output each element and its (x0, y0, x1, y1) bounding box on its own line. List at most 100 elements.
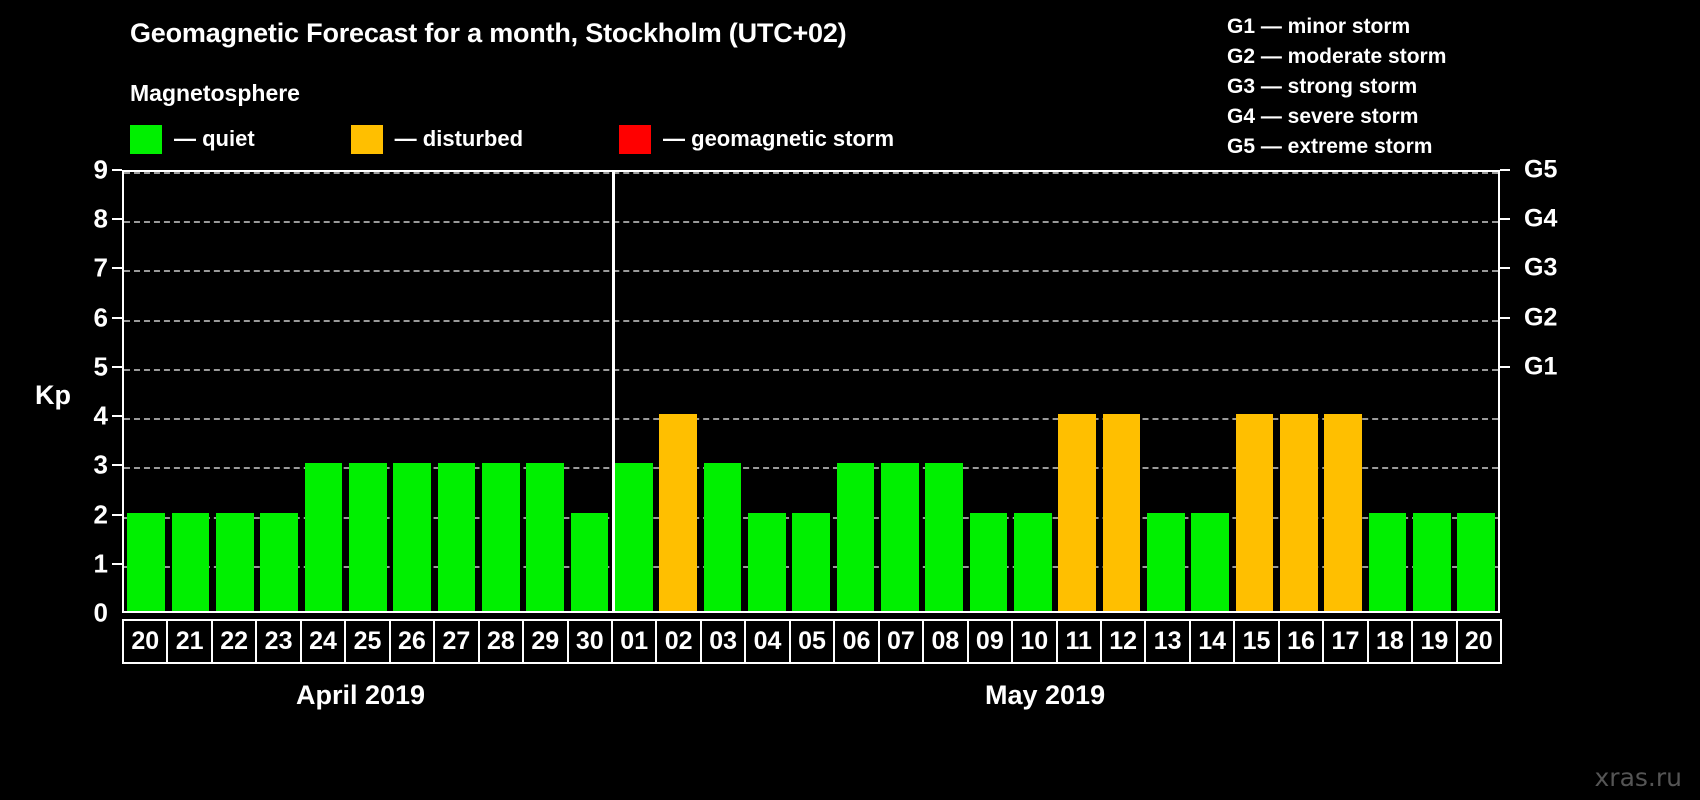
gscale-legend-line: G5 — extreme storm (1227, 135, 1433, 158)
bar (304, 463, 343, 611)
bar (437, 463, 476, 611)
day-label: 16 (1277, 619, 1325, 664)
bar (1191, 512, 1229, 611)
bar-slot (878, 172, 922, 611)
page-title: Geomagnetic Forecast for a month, Stockh… (130, 18, 847, 48)
bar (747, 512, 786, 611)
bar-slot (1055, 172, 1099, 611)
y-tick-mark (112, 169, 122, 171)
magnetosphere-label: Magnetosphere (130, 80, 300, 106)
bar-slot (434, 172, 478, 611)
bar-slot (346, 172, 390, 611)
y-tick-mark (112, 365, 122, 368)
day-label: 08 (922, 619, 969, 664)
bar-slot (301, 172, 345, 611)
bar-slot (257, 172, 301, 611)
y-tick-label: 6 (93, 302, 108, 333)
day-label: 12 (1099, 619, 1147, 664)
g-scale-axis: G1 G2 G3 G4 G5 (1500, 156, 1690, 613)
y-tick-label: 8 (93, 203, 108, 234)
g-tick-label: G5 (1524, 155, 1558, 184)
bar (1235, 414, 1274, 611)
day-label: 25 (344, 619, 391, 664)
bar-slot (124, 172, 168, 611)
bar (1368, 512, 1407, 611)
bar-slot (700, 172, 744, 611)
g-tick-mark (1500, 316, 1510, 319)
day-label: 20 (1455, 619, 1503, 664)
day-label: 11 (1055, 619, 1102, 664)
day-label: 27 (433, 619, 480, 664)
color-legend: — quiet — disturbed — geomagnetic storm (130, 124, 894, 154)
gridline (124, 467, 1498, 470)
bar-slot (523, 172, 567, 611)
y-tick-label: 9 (93, 154, 108, 185)
day-label: 01 (610, 619, 658, 664)
orange-square-icon (350, 124, 383, 154)
bar (792, 512, 830, 611)
bar (1324, 414, 1362, 611)
bar (1146, 512, 1185, 611)
day-label: 23 (255, 619, 302, 664)
bar-slot (1454, 172, 1498, 611)
y-tick-label: 1 (93, 548, 108, 579)
day-label: 19 (1411, 619, 1458, 664)
bar-slot (1410, 172, 1454, 611)
legend-entry: — quiet (130, 124, 255, 154)
bar-slot (567, 172, 611, 611)
green-square-icon (130, 124, 162, 154)
bar (570, 512, 609, 611)
bar (348, 463, 387, 611)
legend-entry: — geomagnetic storm (619, 124, 895, 154)
day-label: 24 (299, 619, 347, 664)
bar-slot (789, 172, 833, 611)
y-tick-label: 0 (93, 597, 108, 628)
month-divider-line (611, 170, 615, 613)
day-label: 10 (1011, 619, 1058, 664)
y-tick-mark (112, 562, 122, 565)
y-tick-label: 4 (93, 400, 108, 431)
gridline (124, 368, 1498, 371)
day-label: 09 (966, 619, 1014, 664)
legend-entry-label: — geomagnetic storm (663, 126, 895, 151)
day-label: 02 (655, 619, 702, 664)
bar-slot (1365, 172, 1409, 611)
y-tick-label: 2 (93, 499, 108, 530)
legend-entry: — disturbed (350, 124, 524, 154)
g-tick-mark (1500, 169, 1510, 171)
bar (1279, 414, 1318, 611)
g-tick-mark (1500, 365, 1510, 368)
bar (1013, 512, 1052, 611)
bar-slot (745, 172, 789, 611)
y-tick-label: 7 (93, 252, 108, 283)
bar (127, 512, 165, 611)
day-label: 05 (788, 619, 836, 664)
bar (481, 463, 520, 611)
day-label: 14 (1188, 619, 1236, 664)
gscale-legend-line: G1 — minor storm (1227, 15, 1411, 38)
day-label: 15 (1233, 619, 1280, 664)
legend-entry-label: — quiet (174, 126, 255, 151)
bar (659, 414, 697, 611)
y-tick-label: 5 (93, 351, 108, 382)
y-tick-mark (112, 513, 122, 516)
y-axis-title: Kp (35, 380, 71, 410)
legend-entry-label: — disturbed (394, 126, 524, 151)
day-label: 03 (699, 619, 747, 664)
bar-slot (1232, 172, 1276, 611)
gridline (124, 221, 1498, 224)
month-caption: April 2019 (296, 680, 426, 710)
gridline (124, 418, 1498, 421)
y-tick-mark (112, 218, 122, 221)
bar-slot (656, 172, 700, 611)
g-tick-label: G2 (1524, 303, 1558, 332)
gridline (124, 319, 1498, 322)
y-tick-mark (112, 316, 122, 319)
bar-slot (390, 172, 434, 611)
bar (1457, 512, 1495, 611)
gscale-legend-line: G3 — strong storm (1227, 75, 1418, 98)
g-tick-mark (1500, 218, 1510, 221)
gscale-legend-line: G2 — moderate storm (1227, 45, 1447, 68)
gridline (124, 270, 1498, 273)
y-tick-mark (112, 415, 122, 418)
